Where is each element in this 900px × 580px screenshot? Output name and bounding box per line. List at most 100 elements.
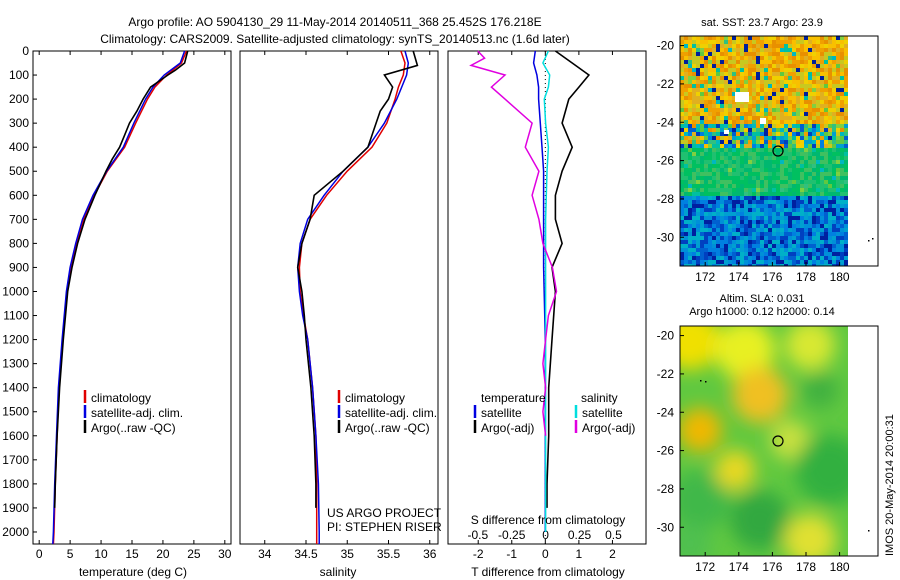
y-tick-label: 800 xyxy=(9,236,29,250)
sla-map-islands xyxy=(700,380,870,532)
series-temperature-satellite xyxy=(532,50,547,532)
x-tick-label: 34 xyxy=(258,547,272,561)
s-tick-label: 0.25 xyxy=(568,528,592,542)
difference-top-xlabel: S difference from climatology xyxy=(471,513,626,527)
imos-timestamp: IMOS 20-May-2014 20:00:31 xyxy=(884,414,896,556)
legend-label-climatology: climatology xyxy=(345,391,405,405)
sst-map-cells xyxy=(680,36,848,266)
y-tick-label: 1200 xyxy=(2,333,29,347)
y-tick-label: 100 xyxy=(9,68,29,82)
map-y-tick-label: -22 xyxy=(657,77,675,91)
series-climatology xyxy=(52,50,188,545)
sla-map xyxy=(680,326,848,556)
map-y-tick-label: -28 xyxy=(657,482,675,496)
map-y-tick-label: -24 xyxy=(657,405,675,419)
salinity-xlabel: salinity xyxy=(320,565,357,579)
map-y-tick-label: -26 xyxy=(657,444,675,458)
map-y-tick-label: -28 xyxy=(657,192,675,206)
y-tick-label: 1300 xyxy=(2,357,29,371)
sst-map xyxy=(680,36,848,266)
difference-xlabel: T difference from climatology xyxy=(471,565,625,579)
legend-label-climatology: climatology xyxy=(91,391,151,405)
sla-map-axes: 172 174 176 178 180 -20 -22 -24 -26 -28 -30 xyxy=(657,329,850,574)
sst-map-land-strip xyxy=(848,36,878,266)
x-tick-label: 36 xyxy=(423,547,437,561)
header-title-line2: Climatology: CARS2009. Satellite-adjuste… xyxy=(100,32,570,46)
sla-map-frame xyxy=(679,325,879,557)
y-tick-label: 1900 xyxy=(2,501,29,515)
legend-label-satellite: satellite-adj. clim. xyxy=(91,406,183,420)
sla-map-title-line2: Argo h1000: 0.12 h2000: 0.14 xyxy=(689,306,835,318)
x-tick-label: 5 xyxy=(67,547,74,561)
sst-map-argo-marker xyxy=(772,145,784,157)
map-x-tick-label: 174 xyxy=(729,560,749,574)
map-x-tick-label: 172 xyxy=(695,560,715,574)
map-x-tick-label: 176 xyxy=(762,560,782,574)
legend-label-sal-argo: Argo(-adj) xyxy=(582,421,635,435)
x-tick-label: 35.5 xyxy=(377,547,401,561)
x-tick-label: 20 xyxy=(156,547,170,561)
map-x-tick-label: 172 xyxy=(695,270,715,284)
sla-map-argo-marker xyxy=(772,435,784,447)
map-y-tick-label: -24 xyxy=(657,115,675,129)
legend-label-temp-satellite: satellite xyxy=(481,406,522,420)
x-tick-label: 2 xyxy=(609,547,616,561)
series-salinity-argo-adj- xyxy=(469,50,558,436)
map-y-tick-label: -30 xyxy=(657,230,675,244)
legend-label-sal-satellite: satellite xyxy=(582,406,623,420)
x-tick-label: 15 xyxy=(125,547,139,561)
map-x-tick-label: 180 xyxy=(830,560,850,574)
map-y-tick-label: -30 xyxy=(657,520,675,534)
legend-label-temp-argo: Argo(-adj) xyxy=(481,421,534,435)
y-tick-label: 1500 xyxy=(2,405,29,419)
project-annotation-line1: US ARGO PROJECT xyxy=(327,506,442,520)
legend-label-argo: Argo(..raw -QC) xyxy=(345,421,430,435)
sst-map-axes: 172 174 176 178 180 -20 -22 -24 -26 -28 -30 xyxy=(657,39,850,284)
y-tick-label: 1700 xyxy=(2,453,29,467)
y-tick-label: 600 xyxy=(9,188,29,202)
temperature-legend: climatology satellite-adj. clim. Argo(..… xyxy=(83,390,183,435)
y-tick-label: 200 xyxy=(9,92,29,106)
s-tick-label: -0.5 xyxy=(467,528,488,542)
map-y-tick-label: -26 xyxy=(657,154,675,168)
map-x-tick-label: 174 xyxy=(729,270,749,284)
map-y-tick-label: -22 xyxy=(657,367,675,381)
y-tick-label: 700 xyxy=(9,212,29,226)
map-x-tick-label: 178 xyxy=(796,560,816,574)
x-tick-label: -2 xyxy=(473,547,484,561)
series-argo-raw-qc- xyxy=(296,50,419,508)
legend-title-salinity: salinity xyxy=(581,391,618,405)
y-tick-label: 1000 xyxy=(2,284,29,298)
salinity-legend: climatology satellite-adj. clim. Argo(..… xyxy=(337,390,437,435)
temperature-panel-frame xyxy=(32,50,232,545)
series-layer xyxy=(52,50,591,545)
series-satellite-adj-clim- xyxy=(52,50,186,545)
sla-map-land-strip xyxy=(848,326,878,556)
x-tick-label: 0 xyxy=(36,547,43,561)
temperature-xlabel: temperature (deg C) xyxy=(79,565,187,579)
x-tick-label: 0 xyxy=(542,547,549,561)
legend-label-argo: Argo(..raw -QC) xyxy=(91,421,176,435)
x-tick-label: 35 xyxy=(341,547,355,561)
y-tick-label: 400 xyxy=(9,140,29,154)
series-argo-raw-qc- xyxy=(53,50,189,508)
y-tick-label: 0 xyxy=(22,44,29,58)
sla-map-title-line1: Altim. SLA: 0.031 xyxy=(720,293,805,305)
sst-map-title: sat. SST: 23.7 Argo: 23.9 xyxy=(701,17,823,29)
y-tick-label: 300 xyxy=(9,116,29,130)
series-satellite-adj-clim- xyxy=(296,50,410,544)
legend-label-satellite: satellite-adj. clim. xyxy=(345,406,437,420)
y-tick-label: 1800 xyxy=(2,477,29,491)
sst-map-islands xyxy=(868,238,874,242)
y-tick-label: 1600 xyxy=(2,429,29,443)
legend-title-temperature: temperature xyxy=(481,391,546,405)
difference-legend: temperature salinity satellite Argo(-adj… xyxy=(473,391,635,435)
difference-panel-frame xyxy=(447,50,647,545)
y-tick-label: 900 xyxy=(9,260,29,274)
x-tick-label: 25 xyxy=(187,547,201,561)
map-y-tick-label: -20 xyxy=(657,329,675,343)
y-tick-label: 2000 xyxy=(2,525,29,539)
x-tick-label: 34.5 xyxy=(294,547,318,561)
axes-layer: 0100200300400500600700800900100011001200… xyxy=(2,44,622,561)
